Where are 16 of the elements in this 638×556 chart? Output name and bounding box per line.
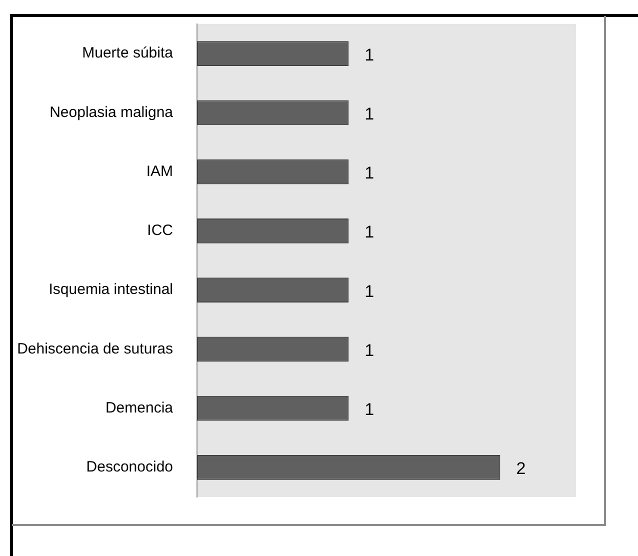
data-label: 1 bbox=[364, 282, 374, 301]
data-label: 1 bbox=[364, 104, 374, 124]
data-label: 1 bbox=[364, 340, 374, 360]
data-label: 1 bbox=[364, 164, 374, 182]
y-tick-label: Demencia bbox=[105, 399, 174, 416]
y-tick-label: ICC bbox=[147, 222, 174, 240]
y-tick-label: Desconocido bbox=[86, 458, 173, 476]
y-tick-label: Neoplasia maligna bbox=[50, 104, 174, 121]
y-tick-label: Muerte súbita bbox=[82, 44, 174, 62]
y-tick-label: IAM bbox=[146, 162, 173, 180]
data-label: 2 bbox=[516, 459, 526, 478]
data-label: 1 bbox=[364, 222, 374, 242]
data-label: 1 bbox=[364, 400, 374, 419]
y-tick-label: Isquemia intestinal bbox=[48, 281, 173, 298]
y-tick-label: Dehiscencia de suturas bbox=[17, 340, 173, 358]
data-label: 1 bbox=[364, 45, 374, 64]
